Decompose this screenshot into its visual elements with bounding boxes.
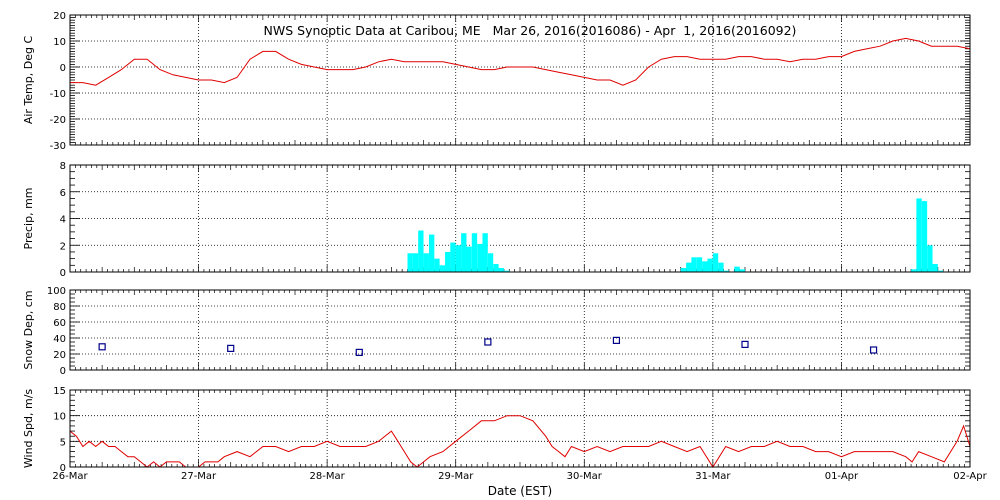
wind-speed-y-axis-label: Wind Spd, m/s xyxy=(22,389,35,469)
precip-bar xyxy=(702,261,708,272)
x-tick-label: 31-Mar xyxy=(695,471,731,482)
precip-bar xyxy=(423,253,429,272)
precip-bar xyxy=(412,253,419,272)
precip-bar xyxy=(932,263,938,272)
air-temp-ytick-label: 10 xyxy=(53,37,66,48)
precip-bar xyxy=(723,270,729,272)
x-tick-label: 02-Apr xyxy=(953,471,987,482)
snow-depth-ytick-label: 100 xyxy=(47,286,66,297)
precip-bar xyxy=(927,245,933,272)
x-tick-labels: 26-Mar 27-Mar 28-Mar 29-Mar 30-Mar 31-Mar 01-A… xyxy=(52,471,987,482)
precip-ytick-label: 8 xyxy=(60,161,66,172)
precip-bar xyxy=(916,198,922,272)
air-temp-ytick-label: 0 xyxy=(60,63,66,74)
precip-bar xyxy=(734,266,740,272)
precip-bar xyxy=(471,233,478,272)
precip-bar xyxy=(718,262,724,272)
precip-bar xyxy=(696,257,703,272)
wind-speed-ytick-label: 0 xyxy=(60,463,66,474)
precip-bar xyxy=(450,242,456,272)
snow-depth-ytick-label: 60 xyxy=(53,318,66,329)
precip-bar xyxy=(707,258,713,272)
precip-ytick-label: 6 xyxy=(60,188,66,199)
precip-bar xyxy=(712,253,719,272)
precip-bar xyxy=(691,257,697,272)
precip-panel: 0 2 4 6 8 Precip, mm xyxy=(22,161,971,279)
x-tick-label: 27-Mar xyxy=(181,471,217,482)
precip-bar xyxy=(686,262,692,272)
snow-depth-marker xyxy=(227,344,235,352)
wind-speed-panel: 0 5 10 15 Wind Spd, m/s xyxy=(22,386,971,474)
snow-depth-ytick-label: 0 xyxy=(60,366,66,377)
precip-bar xyxy=(445,251,451,272)
air-temp-ytick-label: -10 xyxy=(50,89,66,100)
air-temp-series-line xyxy=(70,37,971,86)
x-tick-label: 30-Mar xyxy=(567,471,603,482)
x-tick-label: 26-Mar xyxy=(52,471,88,482)
wind-speed-frame xyxy=(69,389,971,468)
precip-bar xyxy=(680,267,687,272)
snow-depth-marker xyxy=(741,340,749,348)
precip-bar xyxy=(482,233,488,272)
precip-bar xyxy=(487,253,494,272)
air-temp-panel: -30 -20 -10 0 10 20 Air Temp, Deg C xyxy=(22,11,971,152)
wind-speed-ytick-label: 10 xyxy=(53,412,66,423)
precip-ytick-label: 2 xyxy=(60,241,66,252)
air-temp-ytick-label: -30 xyxy=(50,141,66,152)
precip-bar xyxy=(455,245,462,272)
chart-panels: -30 -20 -10 0 10 20 Air Temp, Deg C 0 2 4 6 8 Precip… xyxy=(22,11,971,474)
air-temp-y-axis-label: Air Temp, Deg C xyxy=(22,36,35,125)
precip-bar xyxy=(439,265,446,272)
x-tick-label: 01-Apr xyxy=(825,471,859,482)
precip-bar xyxy=(493,263,499,272)
air-temp-frame xyxy=(69,14,971,146)
x-axis-label: Date (EST) xyxy=(488,484,552,498)
wind-speed-ytick-label: 15 xyxy=(53,386,66,397)
precip-bar xyxy=(739,269,745,272)
precip-bar xyxy=(937,270,944,272)
snow-depth-frame xyxy=(69,289,971,371)
precip-bar xyxy=(407,253,413,272)
snow-depth-ytick-label: 40 xyxy=(53,334,66,345)
precip-bar xyxy=(461,233,467,272)
precip-bar xyxy=(428,234,435,272)
precip-bar xyxy=(921,201,928,272)
precip-y-axis-label: Precip, mm xyxy=(22,188,35,250)
snow-depth-marker xyxy=(355,348,363,356)
precip-bar xyxy=(477,243,483,272)
precip-frame xyxy=(69,164,971,273)
snow-depth-y-axis-label: Snow Dep, cm xyxy=(22,290,35,369)
precip-bar xyxy=(418,230,424,272)
snow-depth-panel: 0 20 40 60 80 100 Snow Dep, cm xyxy=(22,286,971,377)
snow-depth-marker xyxy=(612,336,621,344)
precip-bar xyxy=(466,246,472,272)
air-temp-ytick-label: -20 xyxy=(50,115,66,126)
wind-speed-series-line xyxy=(69,415,971,468)
snow-depth-ytick-label: 20 xyxy=(53,350,66,361)
snow-depth-marker xyxy=(98,343,106,351)
snow-depth-marker xyxy=(869,346,878,354)
precip-bar xyxy=(434,258,440,272)
wind-speed-ytick-label: 5 xyxy=(60,437,66,448)
precip-ytick-label: 4 xyxy=(60,215,66,226)
chart-title: NWS Synoptic Data at Caribou, ME Mar 26,… xyxy=(264,23,797,38)
x-tick-label: 29-Mar xyxy=(438,471,474,482)
precip-bar xyxy=(503,270,510,272)
precip-bar xyxy=(911,269,917,272)
snow-depth-ytick-label: 80 xyxy=(53,302,66,313)
precip-bar xyxy=(498,267,504,272)
air-temp-ytick-label: 20 xyxy=(53,11,66,22)
precip-ytick-label: 0 xyxy=(60,268,66,279)
x-tick-label: 28-Mar xyxy=(310,471,346,482)
snow-depth-marker xyxy=(484,338,492,346)
